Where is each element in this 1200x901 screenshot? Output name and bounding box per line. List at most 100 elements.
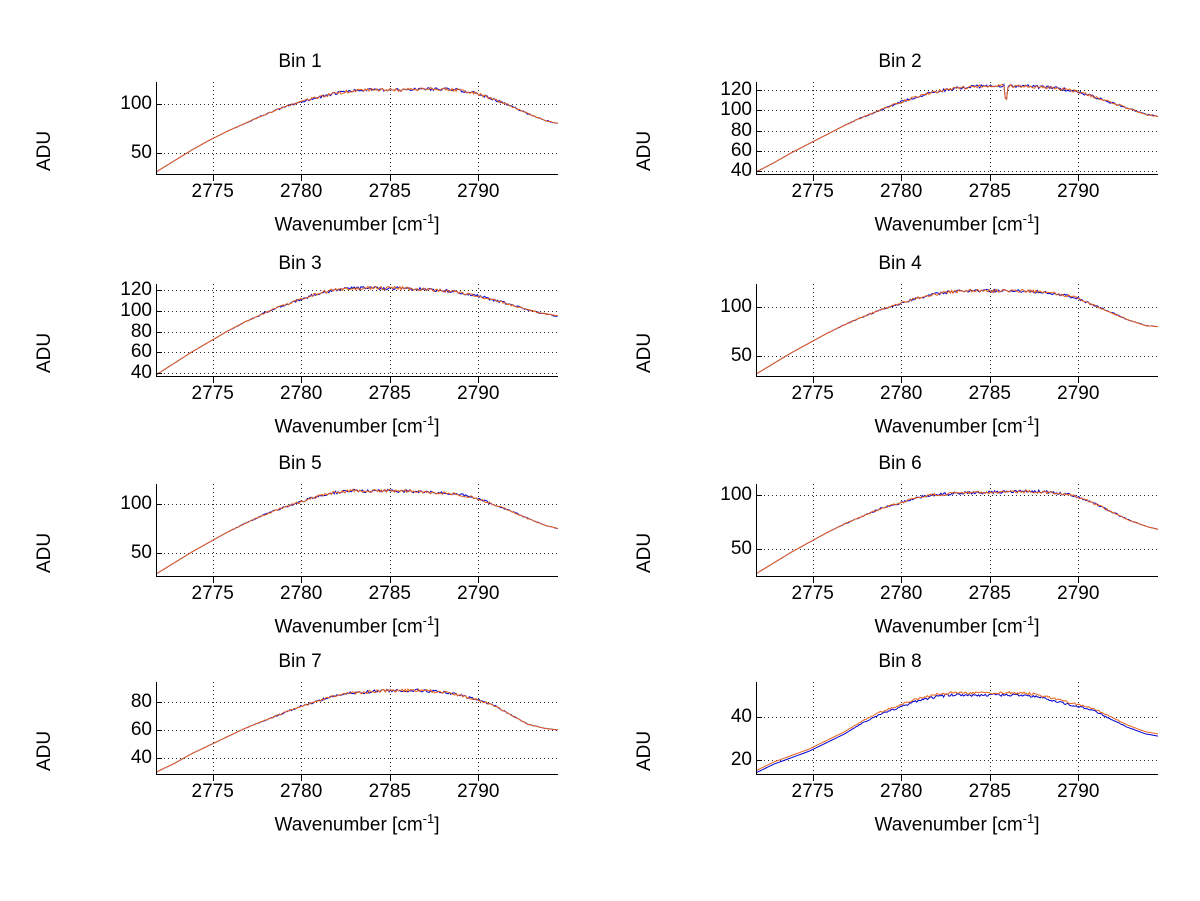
x-tick-label: 2785 [368, 781, 411, 802]
y-tick-label: 40 [130, 747, 152, 769]
x-axis-label: Wavenumber [cm-1] [274, 211, 440, 236]
data-line-series-blue [156, 285, 558, 376]
subplot-title: Bin 6 [878, 453, 922, 474]
y-gridline [756, 548, 1158, 550]
y-axis-label: ADU [34, 730, 55, 771]
x-tick-mark [389, 775, 391, 781]
data-line-series-orange [156, 86, 558, 173]
x-tick-label: 2775 [191, 181, 234, 202]
subplot-title: Bin 5 [278, 453, 322, 474]
x-tick-label: 2790 [457, 383, 500, 404]
x-gridline [901, 284, 903, 377]
y-axis-label: ADU [634, 332, 655, 373]
x-tick-label: 2790 [457, 583, 500, 604]
data-line-series-orange [156, 688, 558, 773]
y-axis-label: ADU [634, 532, 655, 573]
x-gridline [1078, 484, 1080, 577]
subplot-title: Bin 8 [878, 651, 922, 672]
y-gridline [156, 701, 558, 703]
x-tick-label: 2785 [968, 383, 1011, 404]
y-gridline [756, 307, 1158, 309]
x-tick-label: 2785 [968, 181, 1011, 202]
x-tick-label: 2790 [1057, 781, 1100, 802]
x-tick-mark [478, 775, 480, 781]
x-axis-label: Wavenumber [cm-1] [274, 413, 440, 438]
y-tick-label: 80 [730, 119, 752, 141]
plot-area [156, 284, 558, 377]
subplot-bin-8: Bin 8 20 40 2775 2780 2785 2790 ADU Wavenumber [… [600, 650, 1200, 855]
y-tick-mark [756, 90, 762, 92]
y-tick-label: 100 [720, 99, 752, 121]
y-tick-mark [756, 716, 762, 718]
x-tick-label: 2775 [791, 583, 834, 604]
subplot-title: Bin 3 [278, 253, 322, 274]
y-axis-line [156, 82, 157, 175]
y-gridline [756, 716, 1158, 718]
y-tick-label: 50 [130, 542, 152, 564]
x-gridline [389, 682, 391, 775]
x-tick-label: 2785 [368, 583, 411, 604]
x-gridline [1078, 82, 1080, 175]
x-tick-mark [812, 377, 814, 383]
plot-area [756, 682, 1158, 775]
y-axis-line [756, 682, 757, 775]
x-tick-label: 2785 [368, 181, 411, 202]
x-gridline [212, 682, 214, 775]
y-gridline [156, 553, 558, 555]
x-axis-label: Wavenumber [cm-1] [874, 413, 1040, 438]
x-tick-mark [1078, 377, 1080, 383]
x-gridline [389, 484, 391, 577]
x-tick-label: 2775 [791, 181, 834, 202]
x-gridline [212, 82, 214, 175]
subplot-bin-6: Bin 6 50 100 2775 2780 2785 2790 ADU Wavenumber … [600, 452, 1200, 657]
x-tick-mark [389, 377, 391, 383]
y-axis-line [156, 682, 157, 775]
y-tick-label: 40 [730, 160, 752, 181]
y-tick-mark [756, 759, 762, 761]
x-gridline [301, 284, 303, 377]
y-gridline [756, 150, 1158, 152]
x-gridline [812, 284, 814, 377]
y-tick-label: 60 [130, 718, 152, 740]
x-tick-label: 2780 [880, 583, 923, 604]
x-gridline [389, 82, 391, 175]
data-line-series-blue [756, 692, 1158, 774]
x-axis-line [756, 774, 1158, 775]
y-gridline [156, 331, 558, 333]
x-gridline [989, 82, 991, 175]
x-axis-label: Wavenumber [cm-1] [874, 211, 1040, 236]
plot-area [756, 484, 1158, 577]
x-tick-label: 2780 [880, 181, 923, 202]
subplot-title: Bin 7 [278, 651, 322, 672]
y-tick-label: 50 [730, 344, 752, 366]
y-gridline [756, 110, 1158, 112]
x-tick-mark [478, 175, 480, 181]
y-axis-label: ADU [34, 532, 55, 573]
y-tick-label: 40 [130, 361, 152, 383]
y-gridline [156, 758, 558, 760]
y-gridline [156, 352, 558, 354]
x-tick-label: 2780 [880, 781, 923, 802]
x-tick-label: 2790 [1057, 181, 1100, 202]
data-line-series-blue [756, 489, 1158, 575]
y-tick-mark [156, 553, 162, 555]
y-axis-label: ADU [34, 130, 55, 171]
data-line-series-orange [756, 288, 1158, 375]
x-tick-label: 2780 [280, 181, 323, 202]
x-gridline [478, 82, 480, 175]
plot-area [156, 682, 558, 775]
data-line-series-orange [156, 285, 558, 376]
x-tick-mark [901, 377, 903, 383]
x-tick-mark [812, 775, 814, 781]
x-axis-line [756, 376, 1158, 377]
x-gridline [389, 284, 391, 377]
subplot-bin-3: Bin 3 40 60 80 100 120 2775 2780 2785 2790 ADU Wave… [0, 252, 600, 457]
x-gridline [212, 284, 214, 377]
y-tick-label: 80 [130, 320, 152, 342]
x-axis-line [156, 774, 558, 775]
x-gridline [812, 484, 814, 577]
x-tick-mark [301, 775, 303, 781]
x-tick-mark [389, 577, 391, 583]
x-tick-label: 2775 [791, 383, 834, 404]
data-line-series-orange [156, 488, 558, 575]
